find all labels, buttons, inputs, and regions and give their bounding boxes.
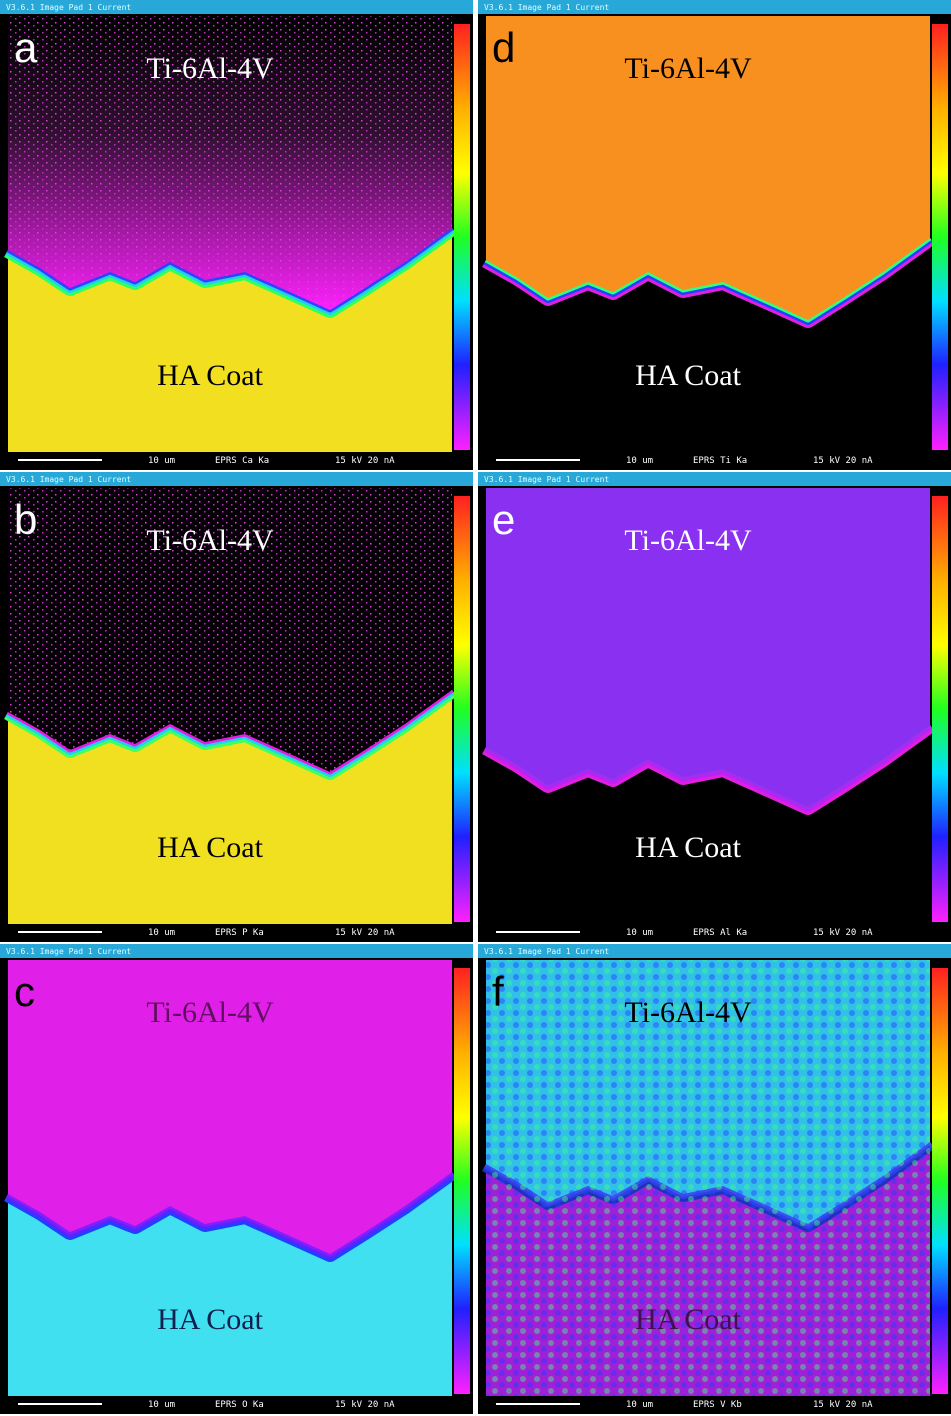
top-region-label: Ti-6Al-4V — [624, 52, 752, 85]
signal-text: EPRS Ti Ka — [693, 456, 747, 466]
panel-label: d — [492, 24, 515, 71]
conditions-text: 15 kV 20 nA — [335, 456, 395, 466]
signal-text: EPRS P Ka — [215, 928, 264, 938]
header-text: V3.6.1 Image Pad 1 Current — [484, 3, 609, 12]
color-scale — [454, 968, 470, 1394]
panel-label: e — [492, 496, 515, 543]
scale-text: 10 um — [148, 1400, 175, 1410]
panel-label: f — [492, 968, 504, 1015]
top-region-label: Ti-6Al-4V — [146, 524, 274, 557]
bottom-region-label: HA Coat — [635, 831, 742, 864]
panel-label: a — [14, 24, 38, 71]
top-region-label: Ti-6Al-4V — [146, 52, 274, 85]
panel-label: b — [14, 496, 37, 543]
panel: V3.6.1 Image Pad 1 Current c Ti-6Al-4V HA C… — [0, 944, 473, 1414]
top-region-label: Ti-6Al-4V — [624, 996, 752, 1029]
conditions-text: 15 kV 20 nA — [813, 1400, 873, 1410]
top-region-label: Ti-6Al-4V — [146, 996, 274, 1029]
figure: V3.6.1 Image Pad 1 Current a Ti-6Al-4V HA C… — [0, 0, 951, 1416]
conditions-text: 15 kV 20 nA — [813, 456, 873, 466]
bottom-region-label: HA Coat — [157, 1303, 264, 1336]
scale-text: 10 um — [626, 928, 653, 938]
color-scale — [932, 496, 948, 922]
conditions-text: 15 kV 20 nA — [813, 928, 873, 938]
panel: V3.6.1 Image Pad 1 Current d Ti-6Al-4V HA C… — [478, 0, 951, 470]
signal-text: EPRS O Ka — [215, 1400, 264, 1410]
panel: V3.6.1 Image Pad 1 Current f Ti-6Al-4V HA C… — [478, 944, 951, 1414]
header-text: V3.6.1 Image Pad 1 Current — [484, 947, 609, 956]
panel: V3.6.1 Image Pad 1 Current e Ti-6Al-4V HA C… — [478, 472, 951, 942]
color-scale — [932, 968, 948, 1394]
conditions-text: 15 kV 20 nA — [335, 928, 395, 938]
header-text: V3.6.1 Image Pad 1 Current — [6, 475, 131, 484]
scale-text: 10 um — [148, 928, 175, 938]
conditions-text: 15 kV 20 nA — [335, 1400, 395, 1410]
header-text: V3.6.1 Image Pad 1 Current — [6, 947, 131, 956]
bottom-region-label: HA Coat — [157, 831, 264, 864]
signal-text: EPRS Ca Ka — [215, 456, 269, 466]
bottom-region-label: HA Coat — [157, 359, 264, 392]
scale-text: 10 um — [626, 1400, 653, 1410]
color-scale — [454, 496, 470, 922]
color-scale — [932, 24, 948, 450]
scale-text: 10 um — [626, 456, 653, 466]
top-region-label: Ti-6Al-4V — [624, 524, 752, 557]
signal-text: EPRS V Kb — [693, 1400, 742, 1410]
signal-text: EPRS Al Ka — [693, 928, 747, 938]
panel: V3.6.1 Image Pad 1 Current a Ti-6Al-4V HA C… — [0, 0, 473, 470]
panel-label: c — [14, 968, 35, 1015]
bottom-region-label: HA Coat — [635, 359, 742, 392]
color-scale — [454, 24, 470, 450]
header-text: V3.6.1 Image Pad 1 Current — [484, 475, 609, 484]
bottom-region-label: HA Coat — [635, 1303, 742, 1336]
panel: V3.6.1 Image Pad 1 Current b Ti-6Al-4V HA C… — [0, 472, 473, 942]
header-text: V3.6.1 Image Pad 1 Current — [6, 3, 131, 12]
scale-text: 10 um — [148, 456, 175, 466]
